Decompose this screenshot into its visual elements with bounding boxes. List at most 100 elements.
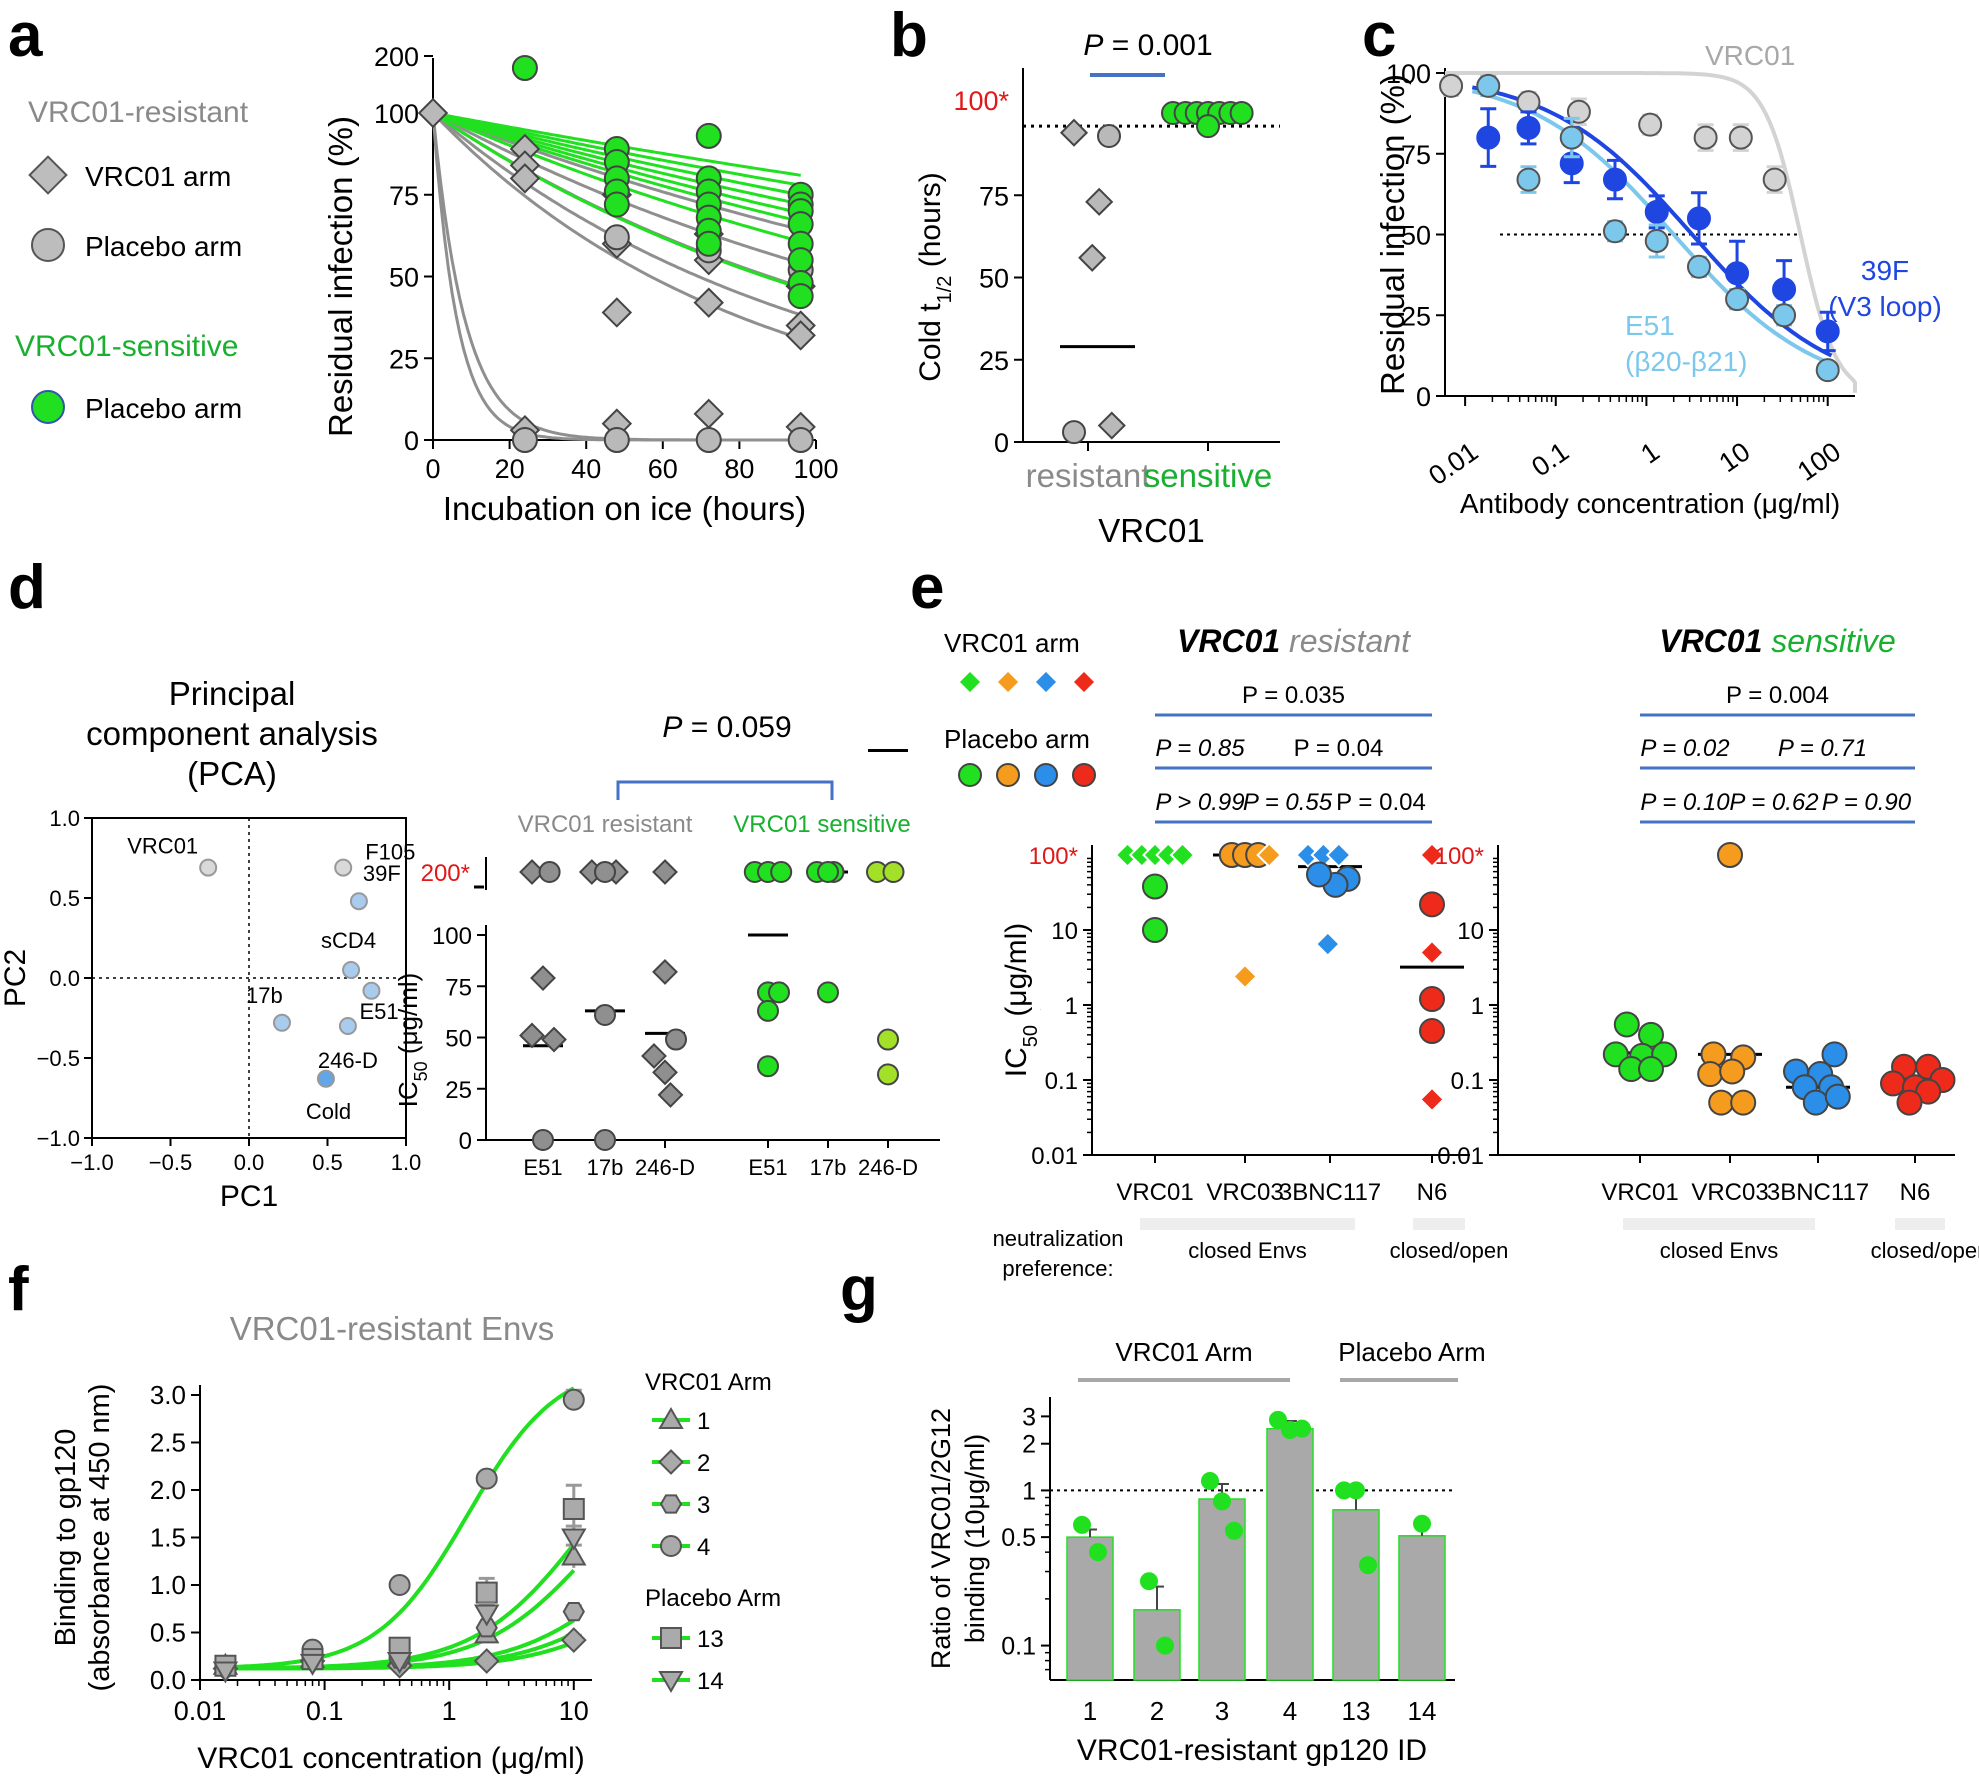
closed-open-label: closed/open: [1390, 1238, 1509, 1263]
data-point: [1213, 1492, 1231, 1511]
y-tick-label: 3.0: [150, 1380, 186, 1410]
p-value-label: P = 0.035: [1242, 682, 1345, 709]
legend-circle-icon: [1072, 763, 1096, 787]
data-point: [538, 861, 561, 883]
preference-band: [1623, 1218, 1815, 1230]
x-axis-title: Incubation on ice (hours): [443, 490, 806, 527]
data-point: [594, 1129, 616, 1151]
data-point: [785, 320, 816, 351]
data-point: [1725, 287, 1750, 312]
data-point: [530, 965, 556, 991]
data-point: [594, 1003, 616, 1026]
data-point: [1419, 891, 1445, 918]
x-category-label: VRC01: [1116, 1179, 1193, 1206]
x-category-label: 17b: [587, 1155, 624, 1180]
pca-point-label: F105: [365, 840, 415, 865]
data-point: [768, 981, 790, 1004]
x-category-label: E51: [523, 1155, 562, 1180]
pca-title: component analysis: [86, 715, 378, 752]
y-tick-label: 1.5: [150, 1523, 186, 1553]
legend-title-placebo: Placebo Arm: [645, 1585, 781, 1612]
data-point: [1306, 861, 1332, 888]
data-point: [1347, 1481, 1365, 1500]
p-value-label: P = 0.55: [1243, 789, 1333, 816]
closed-envs-label: closed Envs: [1660, 1238, 1779, 1263]
data-point: [1314, 931, 1341, 957]
series-label: E51: [1625, 310, 1675, 341]
data-point: [1516, 167, 1541, 192]
preference-band: [1140, 1218, 1355, 1230]
series-label: (V3 loop): [1828, 291, 1942, 322]
data-point: [1613, 1011, 1640, 1038]
panel-a-chart: 0 25 50 75 100 200 0 20 40 60 80 100 Incubation on i…: [322, 42, 839, 527]
data-point: [1772, 303, 1797, 328]
data-point: [1078, 243, 1107, 272]
legend-label: 13: [697, 1626, 724, 1653]
x-tick-label: 10: [559, 1696, 589, 1726]
y-tick-label: 0.01: [1031, 1143, 1078, 1170]
data-point: [1089, 1543, 1107, 1562]
y-tick-label: −0.5: [37, 1046, 80, 1071]
pca-point: [338, 1017, 357, 1035]
y-tick-label: 1: [1065, 993, 1078, 1020]
data-point: [1815, 319, 1840, 344]
y-tick-label: 50: [979, 264, 1009, 294]
data-point: [561, 1543, 587, 1566]
data-point: [475, 1581, 498, 1604]
y-tick-label: 100: [1386, 59, 1431, 89]
data-point: [562, 1601, 585, 1622]
x-category-label: E51: [748, 1155, 787, 1180]
data-point: [417, 97, 449, 129]
data-point: [1772, 277, 1797, 302]
legend-grey-circle-icon: [31, 228, 65, 262]
x-category-label: VRC01: [1601, 1179, 1678, 1206]
y-tick-label: 2.0: [150, 1475, 186, 1505]
data-point: [817, 861, 839, 883]
data-point: [770, 861, 793, 883]
group-title-resistant: VRC01 resistant: [518, 811, 693, 838]
group-label-placebo: Placebo Arm: [1338, 1337, 1485, 1367]
y-tick-label: 1: [1471, 993, 1484, 1020]
data-point: [1725, 261, 1750, 286]
x-category-label: 13: [1342, 1696, 1371, 1726]
data-point: [1559, 125, 1584, 150]
series-label: 39F: [1861, 255, 1909, 286]
x-category-label: 4: [1283, 1696, 1297, 1726]
data-point: [1708, 1089, 1735, 1116]
x-tick-label: 100: [1792, 436, 1846, 486]
y-axis-title: Binding to gp120: [50, 1429, 82, 1647]
data-point: [1476, 73, 1501, 98]
data-point: [1359, 1556, 1377, 1575]
panel-f-chart: VRC01-resistant Envs 0.0 0.5 1.0 1.5 2.0 2.5 3.…: [50, 1310, 781, 1775]
p-value-label: P = 0.02: [1640, 735, 1729, 762]
data-point: [1142, 917, 1168, 943]
p-value-label: P = 0.059: [662, 711, 791, 744]
data-point: [817, 981, 839, 1004]
title-sub: sensitive: [1762, 623, 1895, 659]
data-point: [1062, 420, 1086, 445]
data-point: [1686, 254, 1711, 279]
x-category-label: 2: [1150, 1696, 1164, 1726]
legend-placebo-arm: Placebo arm: [944, 724, 1090, 754]
data-point: [1516, 115, 1541, 140]
x-tick-label: 0.5: [312, 1150, 343, 1175]
y-tick-label: 0.1: [1451, 1068, 1484, 1095]
legend-diamond-icon: [28, 155, 68, 195]
data-point: [652, 958, 678, 985]
x-tick-label: 40: [571, 454, 601, 484]
data-point: [1717, 842, 1743, 868]
x-tick-label: 20: [495, 454, 525, 484]
data-point: [1644, 228, 1669, 253]
data-point: [695, 122, 722, 149]
data-point: [603, 191, 630, 218]
x-tick-label: 0.0: [234, 1150, 265, 1175]
y-tick-label: 10: [1051, 918, 1078, 945]
data-point: [1201, 1471, 1219, 1490]
data-point: [1256, 842, 1283, 868]
title-sub: resistant: [1280, 623, 1411, 659]
x-category-label: N6: [1417, 1179, 1448, 1206]
panel-label-d: d: [8, 553, 46, 622]
x-category-label: 246-D: [858, 1155, 918, 1180]
